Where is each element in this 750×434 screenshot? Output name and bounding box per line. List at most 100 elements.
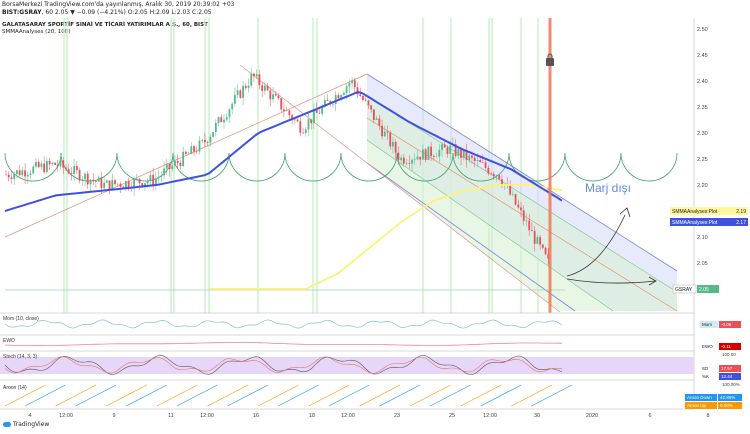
candle-body (323, 100, 326, 107)
candle-body (435, 156, 438, 158)
cycle-arc (564, 152, 622, 182)
candle-body (220, 117, 223, 123)
candle-body (190, 146, 193, 154)
svg-text:SMMAAnalyses:Plot: SMMAAnalyses:Plot (672, 209, 718, 215)
svg-text:12.44: 12.44 (721, 374, 733, 379)
trend-line-down[interactable] (239, 64, 561, 313)
candle-body (285, 110, 288, 111)
time-tick: 18 (309, 413, 315, 419)
candle-body (133, 178, 135, 189)
aroon-up-line (4, 384, 553, 407)
session-band (312, 18, 314, 313)
candle-body (54, 162, 56, 165)
candle-body (413, 159, 416, 160)
candle-body (18, 170, 21, 176)
annotation-arrows[interactable] (566, 207, 657, 286)
candle-body (307, 119, 310, 130)
candle-body (430, 146, 432, 157)
trend-line-up[interactable] (4, 73, 368, 238)
candle-body (514, 194, 517, 205)
candle-body (209, 136, 212, 143)
candle-body (359, 94, 362, 97)
ticker-symbol[interactable]: BIST:GSRAY (2, 9, 42, 16)
candle-body (5, 174, 7, 176)
lock-icon[interactable] (546, 53, 554, 66)
candle-body (24, 170, 26, 177)
smma-fast-line[interactable] (4, 91, 563, 212)
time-tick: 12:00 (59, 413, 73, 419)
time-axis[interactable]: 4 12:00 9 11 12:00 16 18 12:00 23 25 12:00 30 2020 6 8 (28, 413, 709, 419)
ewo-label[interactable]: EWO (3, 338, 15, 344)
stoch-d-line (4, 356, 563, 374)
svg-text:-0.09: -0.09 (721, 322, 732, 327)
candle-body (427, 146, 430, 160)
candle-body (541, 244, 544, 248)
stoch-band (0, 357, 694, 374)
candle-body (100, 177, 103, 189)
candle-body (457, 149, 460, 156)
candle-body (402, 157, 405, 164)
svg-text:2.05: 2.05 (699, 287, 709, 293)
candle-body (476, 159, 479, 161)
mom-badge: Mom -0.09 (700, 321, 741, 328)
time-tick: 30 (534, 413, 540, 419)
candle-body (160, 175, 163, 177)
time-tick: 8 (706, 413, 709, 419)
candle-body (13, 174, 16, 179)
smma-plot2-badge: SMMAAnalyses:Plot 2.17 (670, 218, 748, 226)
candle-body (40, 163, 43, 168)
candle-body (528, 220, 531, 231)
indicator-legend[interactable]: SMMAAnalyses (20, 100) (2, 29, 71, 35)
candle-body (149, 174, 152, 182)
candle-body (531, 230, 533, 232)
candle-body (86, 173, 89, 185)
candle-body (45, 160, 48, 173)
annotation-text[interactable]: Marj dışı (585, 181, 631, 195)
candle-body (116, 183, 119, 185)
candle-body (443, 144, 446, 148)
svg-text:0.00%: 0.00% (720, 403, 733, 408)
candle-body (520, 207, 522, 211)
candle-body (302, 132, 304, 134)
price-tick: 2.50 (697, 27, 708, 33)
candle-body (214, 122, 217, 133)
candle-body (37, 161, 40, 168)
price-axis[interactable]: 2.502.452.402.352.302.252.202.152.102.05… (697, 27, 708, 293)
candle-body (471, 155, 473, 158)
candle-body (187, 153, 190, 155)
ewo-line (4, 342, 562, 347)
smma-slow-line[interactable] (210, 184, 563, 290)
candle-body (397, 152, 400, 161)
svg-text:EWO: EWO (702, 344, 713, 349)
ohlc-summary: , 60 2.05 ▼ −0.09 (−4.21%) O:2.05 H:2.09… (41, 9, 212, 16)
aroon-label[interactable]: Aroon (14) (3, 385, 27, 391)
candle-body (195, 151, 198, 153)
candle-body (487, 167, 490, 174)
tradingview-logo[interactable]: TradingView (3, 421, 49, 428)
svg-text:2.17: 2.17 (736, 220, 746, 226)
candle-body (378, 118, 381, 126)
mom-line (4, 319, 563, 329)
candle-body (462, 150, 465, 158)
candle-body (103, 182, 105, 189)
candle-body (313, 109, 315, 124)
current-bar-highlight (548, 18, 552, 313)
candle-body (43, 163, 46, 173)
candle-body (304, 129, 307, 134)
price-tick: 2.10 (697, 235, 708, 241)
time-tick: 12:00 (200, 413, 214, 419)
mom-label[interactable]: Mom (10, close) (3, 316, 39, 322)
candle-body (334, 95, 337, 104)
candle-body (234, 94, 236, 104)
candle-body (484, 162, 487, 168)
price-tick: 2.40 (697, 79, 708, 85)
stoch-label[interactable]: Stoch (14, 3, 3) (3, 354, 38, 360)
candle-body (479, 159, 482, 163)
aroon-tick-top: 100.00% (722, 382, 740, 387)
candle-body (127, 181, 130, 188)
candle-body (10, 177, 13, 179)
candle-body (165, 163, 168, 169)
cycle-arc (452, 152, 510, 182)
candle-body (247, 85, 250, 88)
